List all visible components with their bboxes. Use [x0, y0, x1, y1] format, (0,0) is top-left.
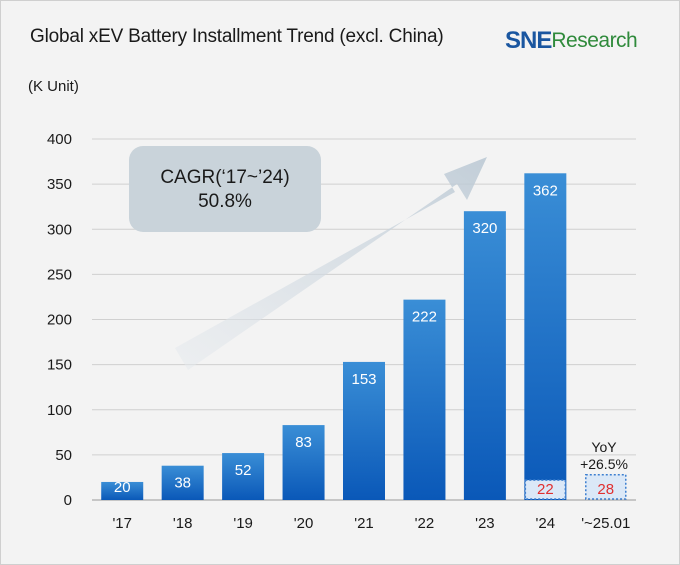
x-tick-labels: '17 '18 '19 '20 '21 '22 '23 '24 '~25.01 [112, 515, 630, 532]
yoy-label: YoY [591, 439, 617, 455]
bar-value-label: 20 [114, 479, 131, 496]
bar [101, 481, 144, 500]
x-tick-label: '~25.01 [581, 515, 630, 532]
bar [343, 361, 385, 500]
bar [161, 465, 204, 500]
bar-value-label: 153 [351, 371, 376, 388]
y-tick-label: 100 [47, 402, 72, 419]
bar [222, 453, 265, 500]
bar [463, 211, 506, 500]
y-tick-label: 400 [47, 131, 72, 148]
bar [282, 425, 325, 500]
highlight-value-label: 28 [597, 481, 614, 498]
bar [403, 299, 446, 500]
x-tick-label: '17 [112, 515, 132, 532]
x-tick-label: '18 [173, 515, 193, 532]
y-axis-unit: (K Unit) [28, 78, 79, 95]
growth-arrow-icon [175, 157, 487, 370]
highlight-box [585, 473, 627, 500]
bar-value-label: 38 [174, 475, 191, 492]
bar-value-label: 362 [533, 182, 558, 199]
y-tick-label: 50 [55, 447, 72, 464]
yoy-value: +26.5% [580, 456, 628, 472]
x-tick-label: '23 [475, 515, 495, 532]
bar-value-label: 52 [235, 462, 252, 479]
highlight-box [524, 479, 567, 500]
x-tick-label: '24 [536, 515, 556, 532]
bar-value-label: 320 [472, 220, 497, 237]
bar [524, 173, 567, 501]
x-tick-label: '21 [354, 515, 374, 532]
y-tick-label: 250 [47, 266, 72, 283]
highlight-value-label: 22 [537, 481, 554, 498]
x-tick-label: '19 [233, 515, 253, 532]
bars: 20 38 52 83 153 222 320 362 22 28 [101, 173, 627, 501]
chart-title: Global xEV Battery Installment Trend (ex… [30, 26, 444, 47]
y-tick-label: 0 [64, 492, 72, 509]
logo-mark: SNE [505, 27, 552, 54]
y-tick-labels: 0 50 100 150 200 250 300 350 400 [47, 131, 72, 509]
y-tick-label: 300 [47, 221, 72, 238]
x-tick-label: '22 [415, 515, 435, 532]
cagr-callout-box [129, 146, 321, 232]
sne-research-logo: SNE Research [505, 27, 638, 55]
x-tick-label: '20 [294, 515, 314, 532]
cagr-value: 50.8% [198, 191, 252, 212]
cagr-label: CAGR(‘17~’24) [160, 167, 289, 188]
y-tick-label: 350 [47, 176, 72, 193]
bar-value-label: 222 [412, 309, 437, 326]
y-tick-label: 200 [47, 312, 72, 329]
bar-value-label: 83 [295, 434, 312, 451]
logo-word: Research [551, 29, 638, 52]
y-tick-label: 150 [47, 357, 72, 374]
